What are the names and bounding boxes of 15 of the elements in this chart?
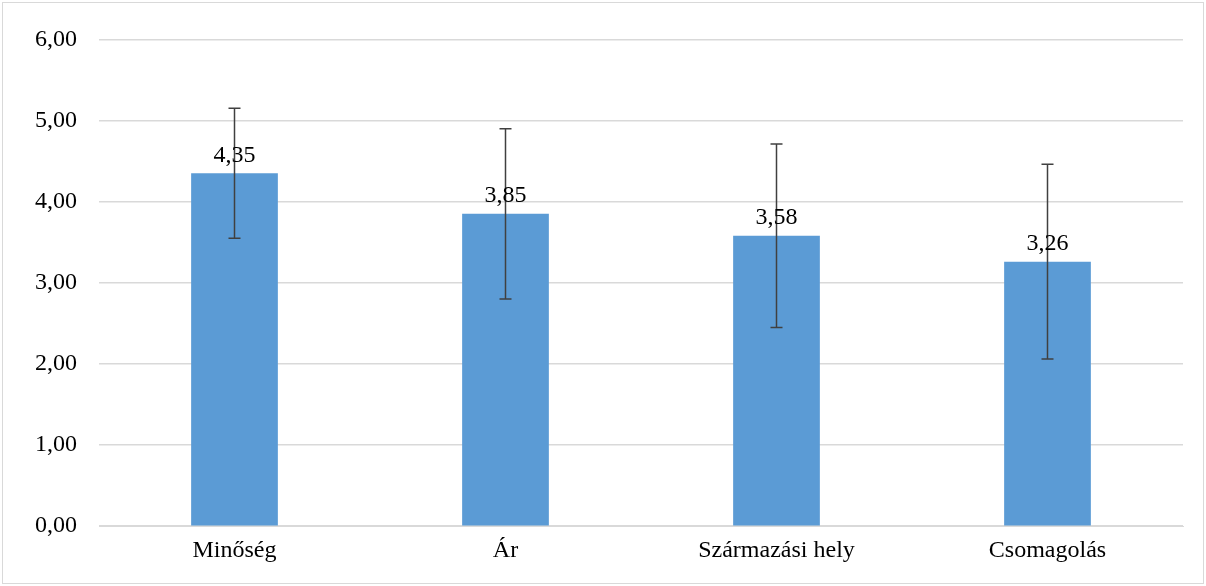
y-tick-label: 3,00: [35, 268, 77, 295]
y-tick-label: 5,00: [35, 105, 77, 132]
y-tick-label: 0,00: [35, 511, 77, 538]
bar: [191, 173, 278, 526]
y-tick-label: 2,00: [35, 349, 77, 376]
bar: [462, 213, 549, 526]
x-tick-label: Minőség: [192, 535, 277, 562]
x-tick-label: Csomagolás: [988, 535, 1107, 562]
y-tick-label: 1,00: [35, 430, 77, 457]
x-tick-label: Származási hely: [698, 535, 855, 562]
bar: [733, 235, 820, 526]
bar: [1004, 261, 1091, 526]
y-tick-label: 6,00: [35, 24, 77, 51]
x-tick-label: Ár: [492, 535, 519, 562]
y-tick-label: 4,00: [35, 186, 77, 213]
